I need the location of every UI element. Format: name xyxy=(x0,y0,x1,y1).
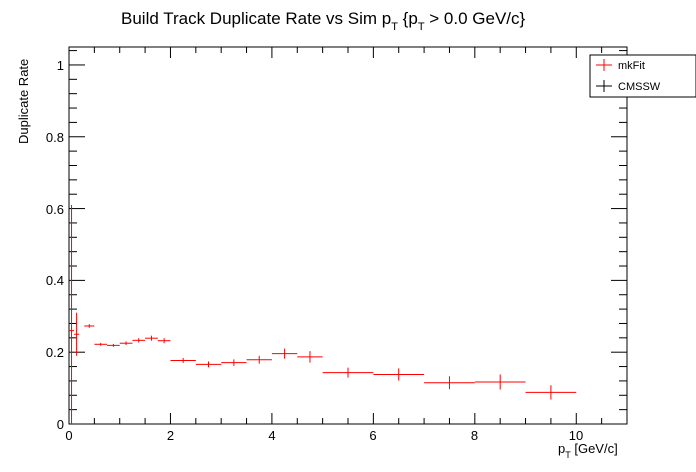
data-point xyxy=(221,359,247,366)
data-point xyxy=(74,312,80,356)
data-point xyxy=(297,351,323,363)
x-axis-ticks xyxy=(68,47,628,424)
y-axis-ticks xyxy=(69,50,627,425)
data-point xyxy=(94,342,108,346)
y-tick-label: 0.4 xyxy=(46,273,64,288)
x-tick-label: 6 xyxy=(369,428,376,443)
x-axis-tick-labels: 0 2 4 6 8 10 xyxy=(65,428,583,443)
data-point xyxy=(246,355,272,364)
legend: mkFit CMSSW xyxy=(589,54,696,98)
y-tick-label: 0 xyxy=(57,417,64,432)
data-point xyxy=(107,343,120,347)
data-point xyxy=(145,335,158,341)
data-point xyxy=(525,385,577,400)
data-point xyxy=(69,204,75,424)
data-point xyxy=(132,338,146,343)
data-point xyxy=(424,376,475,390)
data-point xyxy=(474,374,526,390)
x-tick-label: 10 xyxy=(569,428,583,443)
legend-label-cmssw: CMSSW xyxy=(618,81,661,93)
data-point xyxy=(157,338,171,344)
data-point xyxy=(271,348,298,359)
x-tick-label: 4 xyxy=(268,428,275,443)
y-tick-label: 0.2 xyxy=(46,345,64,360)
x-axis-title: pT [GeV/c] xyxy=(558,441,618,460)
legend-label-mkfit: mkFit xyxy=(618,60,645,72)
x-tick-label: 2 xyxy=(167,428,174,443)
series-mkfit xyxy=(69,204,577,424)
data-point xyxy=(322,367,374,378)
data-point xyxy=(170,357,196,363)
x-tick-label: 0 xyxy=(65,428,72,443)
y-tick-label: 1 xyxy=(57,58,64,73)
y-axis-tick-labels: 0 0.2 0.4 0.6 0.8 1 xyxy=(46,58,64,432)
legend-box xyxy=(589,54,696,98)
data-point xyxy=(195,361,222,368)
series-layer xyxy=(69,204,577,424)
plot-frame xyxy=(68,46,628,425)
y-tick-label: 0.6 xyxy=(46,202,64,217)
data-point xyxy=(119,341,133,346)
x-tick-label: 8 xyxy=(471,428,478,443)
data-point xyxy=(84,324,95,328)
y-axis-title: Duplicate Rate xyxy=(16,59,31,144)
data-point xyxy=(373,368,425,381)
chart-title: Build Track Duplicate Rate vs Sim pT {pT… xyxy=(121,9,526,33)
y-tick-label: 0.8 xyxy=(46,130,64,145)
